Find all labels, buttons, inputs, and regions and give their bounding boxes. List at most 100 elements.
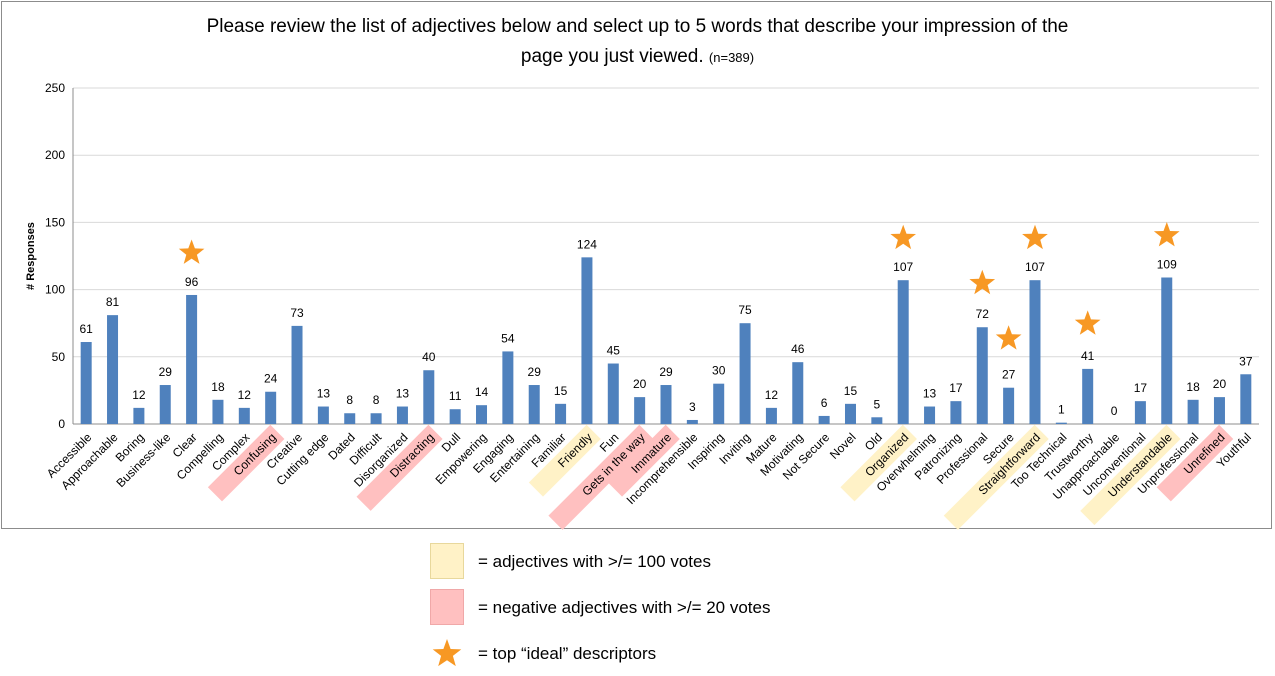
bar	[212, 399, 224, 424]
data-label: 18	[211, 380, 225, 394]
data-label: 72	[976, 307, 990, 321]
bar	[1055, 422, 1067, 424]
data-label: 46	[791, 342, 805, 356]
legend-star-icon	[432, 639, 462, 667]
category-label: Novel	[827, 430, 859, 462]
star-icon	[969, 269, 996, 295]
data-label: 29	[528, 365, 542, 379]
bar	[818, 415, 830, 424]
data-label: 73	[290, 306, 304, 320]
bar	[449, 409, 461, 424]
bar	[1161, 277, 1173, 424]
bar	[528, 385, 540, 424]
data-label: 109	[1157, 258, 1177, 272]
data-label: 5	[874, 397, 881, 411]
bar	[80, 342, 92, 424]
star-icon	[178, 239, 205, 264]
bar	[634, 397, 646, 424]
bar	[502, 351, 514, 424]
category-highlight	[528, 424, 601, 497]
category-highlight	[840, 424, 917, 502]
data-label: 96	[185, 275, 199, 289]
category-highlight	[207, 424, 285, 502]
bar	[792, 362, 804, 424]
category-highlight	[607, 424, 680, 497]
legend-label-star: = top “ideal” descriptors	[478, 644, 657, 663]
bar	[1003, 387, 1015, 424]
bar	[686, 419, 698, 424]
bar	[765, 407, 777, 424]
data-label: 17	[1134, 381, 1148, 395]
bar	[1082, 368, 1094, 424]
category-highlight	[548, 424, 654, 530]
data-label: 1	[1058, 403, 1065, 417]
y-tick-label: 100	[45, 283, 65, 297]
data-label: 12	[765, 388, 779, 402]
chart-title-line1: Please review the list of adjectives bel…	[206, 16, 1069, 37]
category-highlight	[356, 424, 443, 511]
bar	[871, 417, 883, 424]
data-label: 75	[738, 303, 752, 317]
y-tick-label: 0	[58, 417, 65, 431]
star-icon	[995, 325, 1022, 350]
data-label: 107	[893, 260, 913, 274]
data-label: 15	[554, 384, 568, 398]
data-label: 13	[396, 387, 410, 401]
data-label: 124	[577, 237, 597, 251]
data-label: 81	[106, 295, 120, 309]
data-label: 29	[159, 365, 173, 379]
bar	[370, 413, 382, 424]
bar	[476, 405, 488, 424]
star-icon	[1074, 310, 1101, 335]
y-tick-label: 50	[52, 350, 66, 364]
data-label: 107	[1025, 260, 1045, 274]
bar	[107, 315, 119, 424]
category-highlight	[1080, 424, 1181, 526]
data-label: 41	[1081, 349, 1095, 363]
y-tick-label: 200	[45, 148, 65, 162]
bar	[924, 406, 936, 424]
data-label: 15	[844, 384, 858, 398]
bar	[159, 385, 171, 424]
legend-swatch-pink	[430, 589, 464, 625]
bar	[291, 325, 303, 424]
y-axis-label: # Responses	[25, 222, 37, 290]
bar	[581, 257, 593, 424]
data-label: 20	[633, 377, 647, 391]
bar	[133, 407, 145, 424]
data-label: 12	[132, 388, 146, 402]
bar	[186, 294, 198, 424]
data-label: 3	[689, 400, 696, 414]
bar	[238, 407, 250, 424]
bar	[739, 323, 751, 424]
bar	[1134, 401, 1146, 424]
bar	[555, 403, 567, 424]
bar	[713, 383, 725, 424]
data-label: 13	[317, 387, 331, 401]
bar	[265, 391, 277, 424]
bar	[844, 403, 856, 424]
bar	[897, 280, 909, 424]
data-label: 30	[712, 364, 726, 378]
sample-size: (n=389)	[708, 50, 755, 65]
bar	[1213, 397, 1225, 424]
legend-item-yellow: = adjectives with >/= 100 votes	[430, 543, 850, 581]
data-label: 45	[607, 344, 621, 358]
bar	[976, 327, 988, 424]
bar	[423, 370, 435, 424]
data-label: 54	[501, 331, 515, 345]
chart-title-line2: page you just viewed. (n=389)	[0, 43, 1275, 72]
data-label: 61	[79, 322, 93, 336]
y-tick-label: 250	[45, 81, 65, 95]
data-label: 0	[1111, 404, 1118, 418]
data-label: 29	[659, 365, 673, 379]
data-label: 6	[821, 396, 828, 410]
star-icon	[1153, 222, 1180, 247]
data-label: 20	[1213, 377, 1227, 391]
bar	[1187, 399, 1199, 424]
data-label: 13	[923, 387, 937, 401]
legend-label-yellow: = adjectives with >/= 100 votes	[478, 552, 711, 571]
bar	[1029, 280, 1041, 424]
star-icon	[1022, 224, 1048, 250]
